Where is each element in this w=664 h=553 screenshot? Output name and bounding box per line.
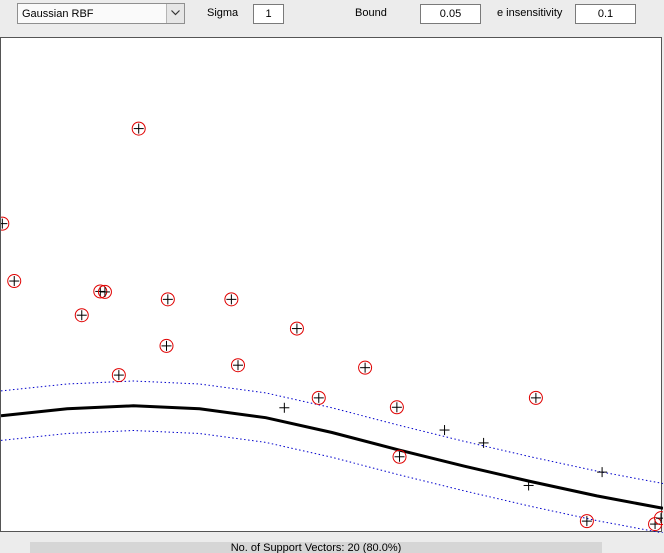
support-vector-ring	[7, 274, 22, 289]
support-vector-ring	[74, 308, 89, 323]
bound-label: Bound	[355, 7, 387, 19]
support-vector-point	[289, 321, 304, 336]
support-vector-point	[579, 514, 594, 529]
support-vector-point	[528, 390, 543, 405]
support-vector-ring	[1, 216, 10, 231]
data-point	[279, 402, 290, 413]
support-vector-point	[224, 292, 239, 307]
support-vector-ring	[160, 292, 175, 307]
support-vector-ring	[528, 390, 543, 405]
epsilon-lower-bound	[1, 429, 663, 533]
support-vector-ring	[579, 514, 594, 529]
support-vector-point	[654, 511, 663, 526]
support-vector-point	[131, 121, 146, 136]
support-vector-ring	[224, 292, 239, 307]
support-vector-ring	[358, 360, 373, 375]
data-point	[523, 480, 534, 491]
data-points	[1, 121, 663, 532]
support-vector-point	[389, 400, 404, 415]
support-vector-ring	[311, 390, 326, 405]
support-vector-ring	[111, 368, 126, 383]
support-vector-point	[74, 308, 89, 323]
support-vector-point	[1, 216, 10, 231]
regression-curve-group	[1, 404, 663, 510]
epsilon-field[interactable]	[575, 4, 636, 24]
support-vector-ring	[289, 321, 304, 336]
chevron-down-icon[interactable]	[166, 4, 184, 23]
regression-curve	[1, 404, 663, 510]
sigma-label: Sigma	[207, 7, 239, 19]
support-vector-ring	[131, 121, 146, 136]
support-vector-point	[311, 390, 326, 405]
kernel-select[interactable]: Gaussian RBF	[17, 3, 185, 24]
support-vector-ring	[389, 400, 404, 415]
kernel-select-value: Gaussian RBF	[22, 8, 94, 20]
data-point	[478, 437, 489, 448]
support-vector-point	[230, 358, 245, 373]
epsilon-tube	[1, 380, 663, 533]
regression-plot[interactable]	[0, 37, 663, 533]
support-vector-ring	[392, 449, 407, 464]
support-vector-point	[7, 274, 22, 289]
support-vector-ring	[654, 511, 663, 526]
data-point	[439, 425, 450, 436]
epsilon-label: e insensitivity	[497, 7, 563, 19]
support-vector-ring	[159, 338, 174, 353]
sigma-field[interactable]	[253, 4, 284, 24]
support-vector-point	[111, 368, 126, 383]
toolbar: Gaussian RBF Sigma Bound e insensitivity	[0, 0, 664, 36]
support-vector-count: No. of Support Vectors: 20 (80.0%)	[230, 542, 402, 553]
epsilon-upper-bound	[1, 380, 663, 484]
support-vector-ring	[97, 284, 112, 299]
data-point	[597, 467, 608, 478]
support-vector-point	[358, 360, 373, 375]
support-vector-point	[160, 292, 175, 307]
bound-field[interactable]	[420, 4, 481, 24]
support-vector-point	[392, 449, 407, 464]
support-vector-point	[97, 284, 112, 299]
status-bar: No. of Support Vectors: 20 (80.0%)	[30, 542, 602, 553]
plot-canvas	[1, 121, 663, 533]
support-vector-ring	[230, 358, 245, 373]
support-vector-ring	[648, 517, 663, 532]
support-vector-point	[159, 338, 174, 353]
